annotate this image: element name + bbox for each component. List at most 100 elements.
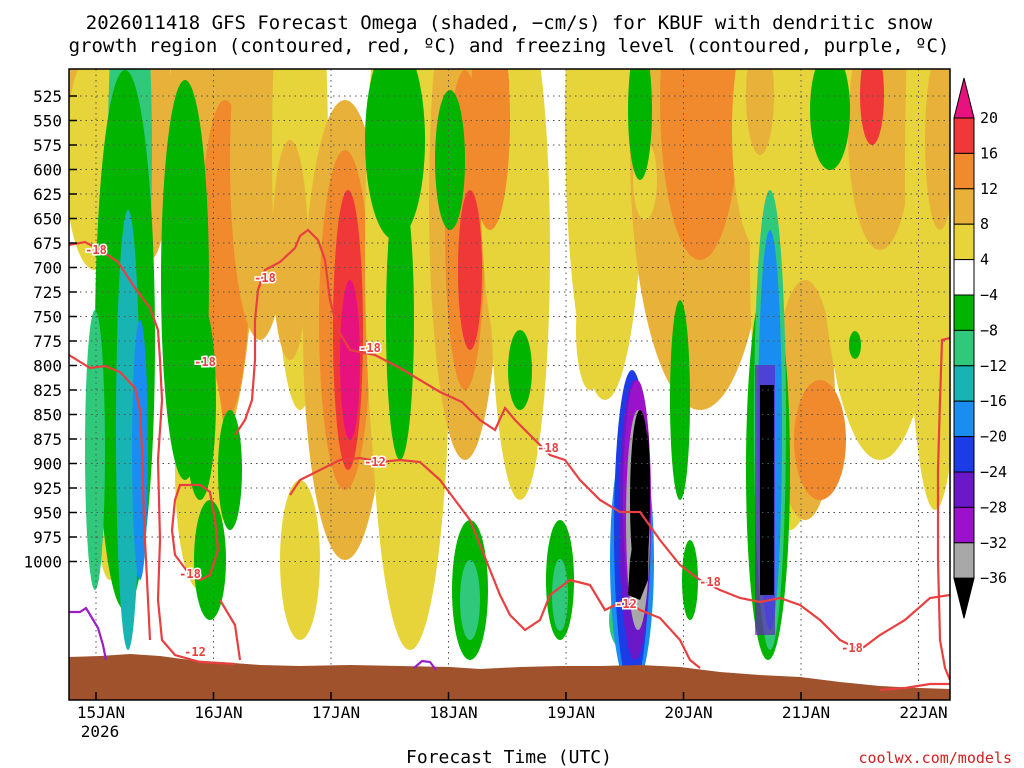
x-tick-label: 20JAN — [664, 703, 712, 722]
contour-label: -18 — [194, 355, 216, 369]
y-tick-label: 725 — [33, 283, 62, 302]
omega-shading-blob — [386, 180, 414, 460]
contour-label: -18 — [359, 341, 381, 355]
dgz-contour-right — [936, 336, 950, 681]
y-tick-label: 975 — [33, 528, 62, 547]
freezing-contour-mid — [413, 659, 437, 671]
omega-shading-blob — [849, 331, 861, 359]
omega-shading-blob — [280, 480, 320, 640]
y-tick-label: 575 — [33, 136, 62, 155]
plot-frame — [68, 68, 951, 701]
contour-label: -12 — [364, 455, 386, 469]
x-tick-label: 15JAN — [77, 703, 125, 722]
colorbar-level-label: −24 — [980, 463, 1007, 481]
omega-shading-blob — [576, 270, 604, 390]
x-tick-label: 18JAN — [429, 703, 477, 722]
omega-shading-blob — [116, 210, 140, 650]
y-tick-label: 825 — [33, 381, 62, 400]
colorbar-level-label: −32 — [980, 534, 1007, 552]
omega-shading-blob — [460, 560, 480, 640]
x-axis-ticks: 15JAN 16JAN 17JAN 18JAN 19JAN 20JAN 21JAN 22JAN — [77, 692, 948, 722]
omega-shading-blob — [272, 140, 308, 360]
colorbar: 20 16 12 8 4 −4 −8 −12 −16 −20 −24 −28 −32 −36 — [953, 77, 1007, 619]
colorbar-segment — [953, 329, 975, 367]
contour-label: -18 — [85, 243, 107, 257]
omega-shading-blob — [628, 69, 652, 180]
freezing-contour-left — [69, 606, 108, 661]
colorbar-segment — [953, 506, 975, 544]
colorbar-segment — [953, 259, 975, 296]
freezing-level-contours — [69, 606, 437, 671]
omega-core-black-column-top — [760, 385, 774, 595]
contour-label: -18 — [699, 575, 721, 589]
dgz-contour-bottom-right — [879, 682, 950, 692]
colorbar-segment — [953, 188, 975, 225]
y-tick-label: 850 — [33, 406, 62, 425]
dgz-contour-left — [69, 354, 152, 641]
x-axis-year: 2026 — [81, 722, 120, 741]
colorbar-level-label: −12 — [980, 357, 1007, 375]
dgz-contours — [69, 228, 950, 692]
chart-title-line-1: 2026011418 GFS Forecast Omega (shaded, −… — [86, 12, 933, 34]
x-tick-label: 22JAN — [899, 703, 947, 722]
omega-shading-blob — [682, 540, 698, 620]
colorbar-segment — [953, 223, 975, 261]
x-axis-label: Forecast Time (UTC) — [406, 747, 612, 768]
colorbar-segment — [953, 542, 975, 579]
dgz-contour-upper — [69, 240, 236, 666]
y-tick-label: 900 — [33, 455, 62, 474]
y-tick-label: 550 — [33, 112, 62, 131]
ground-layer — [69, 654, 950, 700]
y-tick-label: 800 — [33, 357, 62, 376]
omega-shading-blob — [670, 300, 690, 500]
omega-shading-blob — [365, 69, 425, 240]
omega-shading-blob — [508, 330, 532, 410]
colorbar-level-label: −16 — [980, 392, 1007, 410]
contour-labels: -18 -18 -18 -18 -12 -18 -12 -18 -12 -18 -18 — [84, 242, 865, 661]
dgz-contour-mid-top — [234, 228, 950, 652]
contour-label: -12 — [184, 645, 206, 659]
colorbar-level-label: −20 — [980, 428, 1007, 446]
dgz-contour-mid-lower — [219, 456, 701, 669]
omega-shading-blob — [184, 300, 216, 500]
chart-title-line-2: growth region (contoured, red, ºC) and f… — [69, 35, 950, 57]
colorbar-segment — [953, 471, 975, 508]
omega-shading-blob — [925, 69, 950, 230]
colorbar-segment — [953, 117, 975, 154]
y-tick-label: 600 — [33, 161, 62, 180]
y-axis-ticks: 525 550 575 600 625 650 675 700 725 750 775 800 825 8… — [23, 87, 77, 572]
colorbar-segment — [953, 400, 975, 438]
contour-label: -18 — [254, 271, 276, 285]
colorbar-top-arrow — [953, 77, 975, 119]
x-tick-label: 16JAN — [194, 703, 242, 722]
y-tick-label: 775 — [33, 332, 62, 351]
y-tick-label: 875 — [33, 430, 62, 449]
omega-shading-blob — [794, 380, 846, 500]
y-tick-label: 675 — [33, 234, 62, 253]
colorbar-level-label: 8 — [980, 215, 989, 233]
omega-shading-blob — [435, 90, 465, 230]
omega-shading-blob — [552, 559, 568, 631]
omega-shading-blob — [218, 410, 242, 530]
contour-label: -18 — [179, 567, 201, 581]
omega-shading-layer — [69, 69, 950, 690]
contour-label: -18 — [841, 641, 863, 655]
y-tick-label: 625 — [33, 185, 62, 204]
colorbar-level-label: 12 — [980, 180, 998, 198]
omega-shading-blob — [660, 69, 740, 260]
omega-shading-blob — [470, 69, 510, 230]
colorbar-level-label: −36 — [980, 569, 1007, 587]
x-tick-label: 19JAN — [547, 703, 595, 722]
contour-label: -18 — [537, 441, 559, 455]
y-tick-label: 650 — [33, 210, 62, 229]
y-tick-label: 1000 — [23, 553, 62, 572]
colorbar-segment — [953, 365, 975, 402]
credit-text: coolwx.com/models — [858, 749, 1012, 767]
ground-terrain — [69, 654, 950, 700]
colorbar-segment — [953, 436, 975, 473]
colorbar-segment — [953, 294, 975, 331]
omega-shading-blob — [810, 69, 850, 170]
colorbar-segment — [953, 152, 975, 190]
omega-shading-blob — [194, 500, 226, 620]
